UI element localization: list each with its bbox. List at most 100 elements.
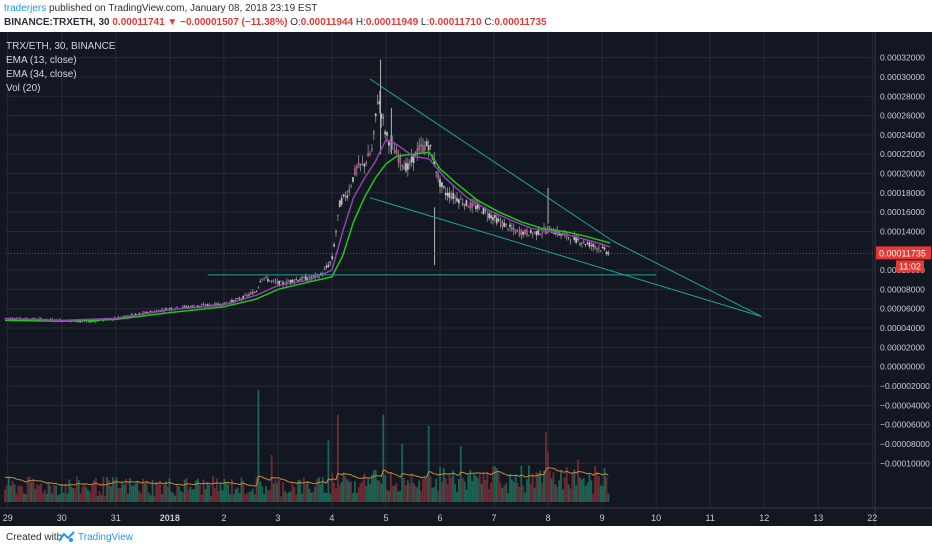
volume-bar-302 [575, 485, 578, 502]
legend-title[interactable]: TRX/ETH, 30, BINANCE [6, 41, 116, 52]
volume-bar-221 [422, 478, 424, 502]
candle-body-220 [420, 144, 422, 146]
volume-bar-197 [376, 480, 379, 502]
candle-body-120 [231, 300, 233, 303]
candle-body-222 [423, 145, 426, 151]
volume-bar-198 [378, 480, 381, 502]
volume-bar-309 [588, 474, 591, 502]
candle-body-200 [382, 117, 385, 119]
legend-ema34[interactable]: EMA (34, close) [6, 69, 77, 80]
author-link[interactable]: traderjers [4, 3, 47, 14]
high-value: 0.00011949 [365, 17, 419, 28]
volume-bar-281 [535, 472, 538, 502]
volume-bar-217 [414, 485, 417, 502]
candle-body-108 [208, 304, 211, 307]
volume-bar-82 [159, 480, 161, 502]
volume-bar-102 [197, 478, 199, 502]
volume-bar-112 [215, 478, 218, 502]
tradingview-brand-link[interactable]: TradingView [78, 532, 134, 543]
time-tick-0: 29 [3, 513, 13, 523]
price-tick-15: 0.00000000 [880, 362, 925, 372]
volume-bar-288 [548, 470, 551, 502]
volume-bar-250 [476, 477, 479, 502]
volume-bar-291 [554, 484, 557, 502]
volume-bar-83 [161, 493, 163, 502]
candle-body-154 [295, 279, 298, 281]
candle-body-225 [429, 144, 432, 147]
volume-bar-229 [437, 490, 440, 502]
volume-bar-109 [210, 495, 213, 502]
candle-body-176 [336, 214, 339, 217]
candle-body-305 [580, 243, 583, 244]
volume-bar-260 [495, 468, 498, 502]
candle-body-199 [380, 113, 383, 119]
legend: TRX/ETH, 30, BINANCE EMA (13, close) EMA… [6, 41, 116, 94]
volume-bar-9 [21, 486, 23, 502]
candle-body-45 [89, 321, 92, 323]
candle-body-244 [465, 200, 468, 206]
header: traderjers published on TradingView.com,… [0, 0, 932, 32]
volume-bar-84 [162, 485, 165, 502]
volume-bar-171 [327, 440, 330, 502]
time-tick-5: 3 [275, 513, 280, 523]
volume-bar-111 [214, 488, 216, 502]
trendlines[interactable] [207, 78, 762, 317]
volume-bar-159 [304, 483, 307, 502]
candle-body-209 [399, 155, 402, 164]
volume-bar-204 [389, 472, 392, 502]
volume-bar-138 [265, 486, 267, 502]
candle-body-268 [510, 228, 513, 229]
volume-bar-295 [562, 489, 564, 502]
volume-bar-181 [346, 479, 349, 502]
candle-body-131 [251, 291, 254, 295]
volume-bar-312 [594, 466, 596, 502]
volume-bar-261 [497, 471, 500, 502]
volume-bar-120 [231, 479, 233, 502]
volume-bar-206 [393, 485, 396, 502]
legend-ema13[interactable]: EMA (13, close) [6, 55, 77, 66]
candle-body-253 [482, 207, 485, 214]
legend-vol[interactable]: Vol (20) [6, 83, 40, 94]
volume-bar-233 [444, 477, 447, 502]
candle-body-146 [280, 281, 283, 283]
candle-body-219 [418, 144, 421, 151]
time-axis[interactable]: 29 30 31 2018 2 3 4 5 6 7 8 9 10 11 12 13 22 [3, 513, 878, 523]
candle-body-317 [603, 247, 606, 250]
volume-bar-278 [529, 483, 532, 502]
volume-bar-166 [318, 477, 320, 502]
candle-body-301 [573, 235, 576, 240]
candle-body-229 [437, 173, 440, 179]
volume-bar-33 [66, 493, 69, 502]
candle-body-318 [605, 251, 608, 254]
candle-body-190 [363, 163, 366, 167]
trendline-1 [612, 240, 762, 317]
candle-body-188 [359, 164, 362, 165]
volume-bar-190 [363, 473, 366, 502]
volume-bar-74 [144, 483, 146, 502]
volume-bar-65 [127, 493, 129, 502]
candle-body-281 [535, 231, 538, 236]
volume-ma-line [4, 467, 609, 487]
symbol-line: BINANCE:TRXETH, 30 0.00011741 ▼ −0.00001… [4, 17, 547, 28]
volume-bar-161 [308, 488, 311, 502]
volume-bar-79 [153, 495, 156, 502]
volume-bar-133 [255, 477, 258, 502]
volume-bar-1 [5, 484, 8, 502]
candle-body-266 [507, 228, 509, 230]
volume-bar-94 [181, 492, 184, 502]
volume-bar-220 [420, 491, 422, 502]
price-tick-17: −0.00004000 [880, 400, 930, 410]
volume-bar-99 [191, 489, 194, 502]
volume-bar-32 [64, 483, 67, 502]
price-tick-9: 0.00014000 [880, 226, 925, 236]
volume-bar-208 [397, 491, 400, 502]
volume-bar-203 [388, 490, 390, 502]
volume-bar-88 [170, 491, 173, 502]
candle-body-262 [499, 221, 502, 223]
volume-bar-298 [567, 484, 570, 502]
chart-area[interactable]: 0.00032000 0.00030000 0.00028000 0.00026000… [0, 32, 932, 526]
candle-body-231 [440, 182, 443, 187]
volume-bar-244 [465, 489, 468, 502]
candle-body-149 [285, 280, 288, 284]
candle-body-191 [365, 162, 368, 164]
